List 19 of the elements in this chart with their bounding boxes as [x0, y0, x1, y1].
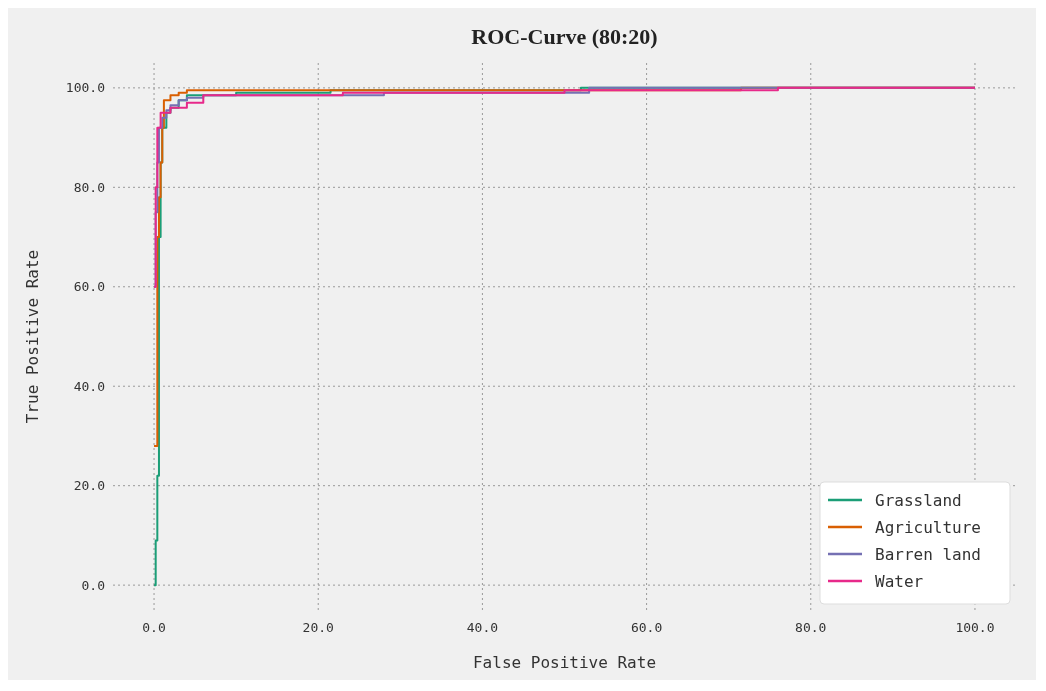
- x-tick-label: 100.0: [955, 620, 995, 635]
- legend-label: Barren land: [875, 544, 981, 564]
- x-tick-label: 0.0: [142, 620, 166, 635]
- y-tick-label: 60.0: [73, 279, 105, 295]
- y-tick-label: 20.0: [73, 478, 105, 494]
- y-tick-label: 0.0: [81, 577, 105, 593]
- y-tick-label: 40.0: [73, 378, 105, 394]
- legend-label: Grassland: [875, 490, 962, 510]
- chart-title: ROC-Curve (80:20): [471, 24, 658, 49]
- y-tick-label: 80.0: [73, 179, 105, 195]
- x-tick-label: 80.0: [795, 620, 827, 635]
- x-tick-label: 60.0: [630, 620, 663, 635]
- legend-label: Water: [875, 571, 924, 591]
- x-tick-label: 40.0: [466, 620, 499, 635]
- y-tick-label: 100.0: [65, 80, 105, 96]
- legend-label: Agriculture: [875, 517, 981, 537]
- x-tick-label: 20.0: [302, 620, 334, 635]
- x-axis-title: False Positive Rate: [472, 653, 657, 672]
- y-axis-title: True Positive Rate: [23, 249, 42, 424]
